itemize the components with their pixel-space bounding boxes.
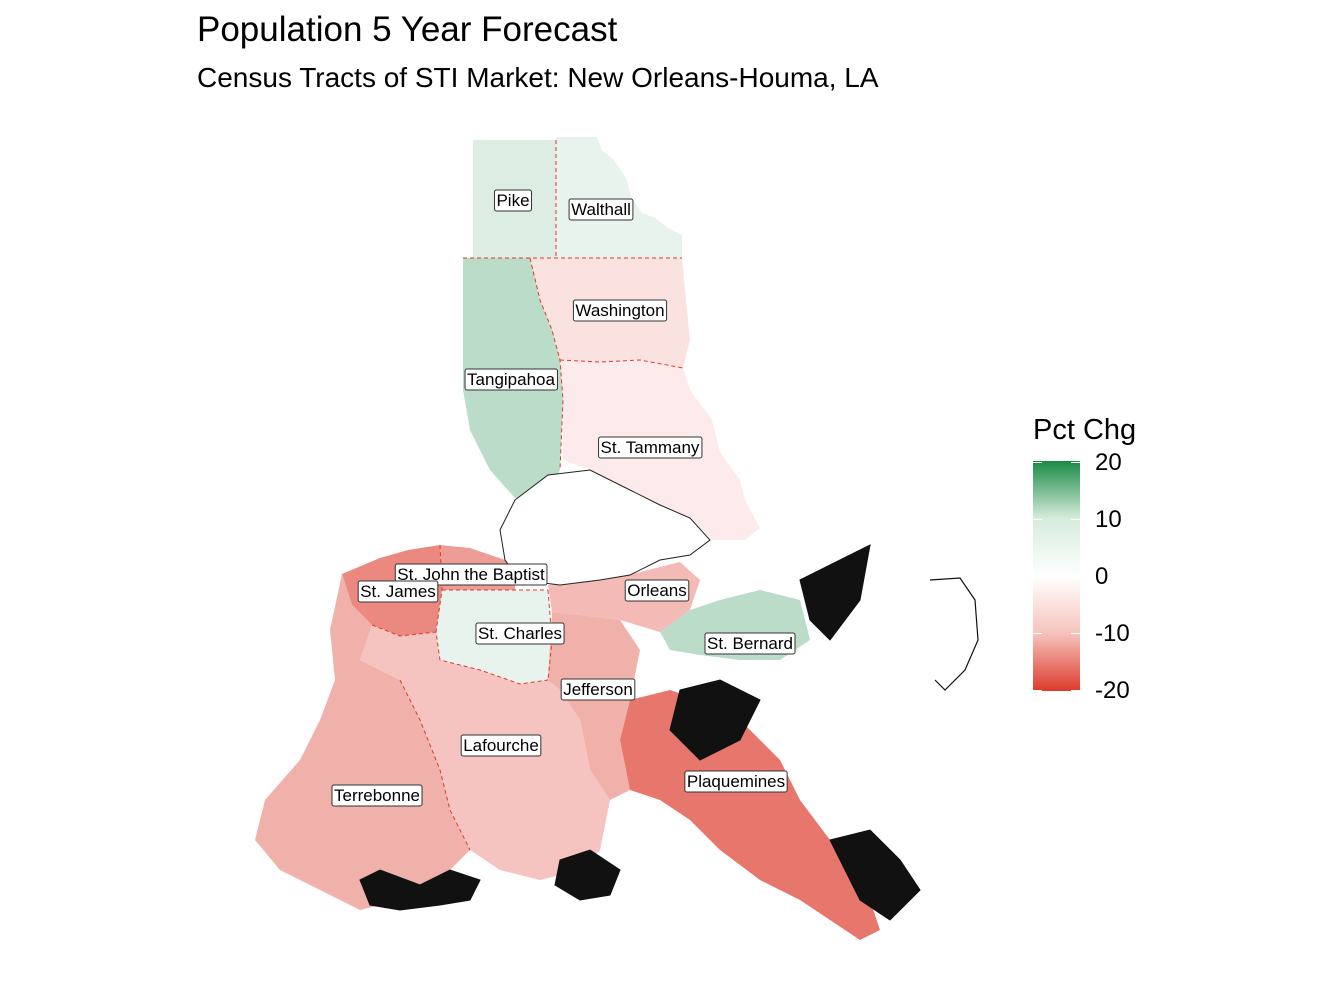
county-label-text: St. Bernard (707, 634, 793, 653)
county-label-pike: Pike (493, 189, 533, 212)
county-label-box (464, 368, 558, 391)
county-label-box (493, 189, 533, 212)
county-label-st-charles: St. Charles (475, 622, 565, 645)
county-label-walthall: Walthall (568, 198, 634, 221)
county-label-box (572, 299, 668, 322)
county-label-text: Terrebonne (334, 786, 420, 805)
county-walthall[interactable] (556, 137, 682, 258)
county-label-box (331, 784, 423, 807)
county-label-box (357, 580, 439, 603)
county-label-orleans: Orleans (624, 579, 690, 602)
county-label-box (624, 579, 690, 602)
county-label-jefferson: Jefferson (560, 678, 636, 701)
chart-subtitle: Census Tracts of STI Market: New Orleans… (197, 62, 879, 93)
county-label-box (394, 563, 548, 586)
county-label-st-bernard: St. Bernard (704, 632, 796, 655)
county-label-text: Orleans (627, 581, 687, 600)
county-label-tangipahoa: Tangipahoa (464, 368, 558, 391)
county-label-box (560, 678, 636, 701)
county-label-text: Plaquemines (687, 772, 785, 791)
county-label-box (684, 770, 788, 793)
legend-tick-label: -10 (1095, 620, 1130, 647)
chart-title: Population 5 Year Forecast (197, 10, 618, 49)
coastal-marsh (359, 544, 921, 921)
county-label-text: Pike (496, 191, 529, 210)
county-label-text: Tangipahoa (467, 370, 555, 389)
county-jefferson[interactable] (548, 612, 640, 800)
county-label-box (598, 436, 703, 459)
county-label-text: St. Tammany (601, 438, 700, 457)
county-label-st-james: St. James (357, 580, 439, 603)
legend-tick-label: 20 (1095, 449, 1122, 476)
county-plaquemines[interactable] (620, 690, 880, 940)
county-label-box (475, 622, 565, 645)
county-label-st-john-the-baptist: St. John the Baptist (394, 563, 548, 586)
legend-title: Pct Chg (1033, 414, 1137, 446)
county-label-st-tammany: St. Tammany (598, 436, 703, 459)
county-label-box (568, 198, 634, 221)
county-label-terrebonne: Terrebonne (331, 784, 423, 807)
county-label-text: St. James (360, 582, 436, 601)
county-label-box (704, 632, 796, 655)
county-label-text: Lafourche (463, 736, 539, 755)
county-label-box (460, 734, 542, 757)
county-label-text: Jefferson (563, 680, 633, 699)
county-label-lafourche: Lafourche (460, 734, 542, 757)
county-label-washington: Washington (572, 299, 668, 322)
county-label-plaquemines: Plaquemines (684, 770, 788, 793)
chandeleur-islands-outline (929, 577, 979, 691)
county-label-text: St. John the Baptist (397, 565, 545, 584)
county-label-text: Walthall (571, 200, 631, 219)
legend-tick-label: 10 (1095, 506, 1122, 533)
county-label-text: Washington (575, 301, 664, 320)
legend-tick-label: 0 (1095, 563, 1109, 590)
county-label-text: St. Charles (478, 624, 562, 643)
county-terrebonne[interactable] (255, 574, 470, 910)
legend-tick-label: -20 (1095, 677, 1130, 704)
